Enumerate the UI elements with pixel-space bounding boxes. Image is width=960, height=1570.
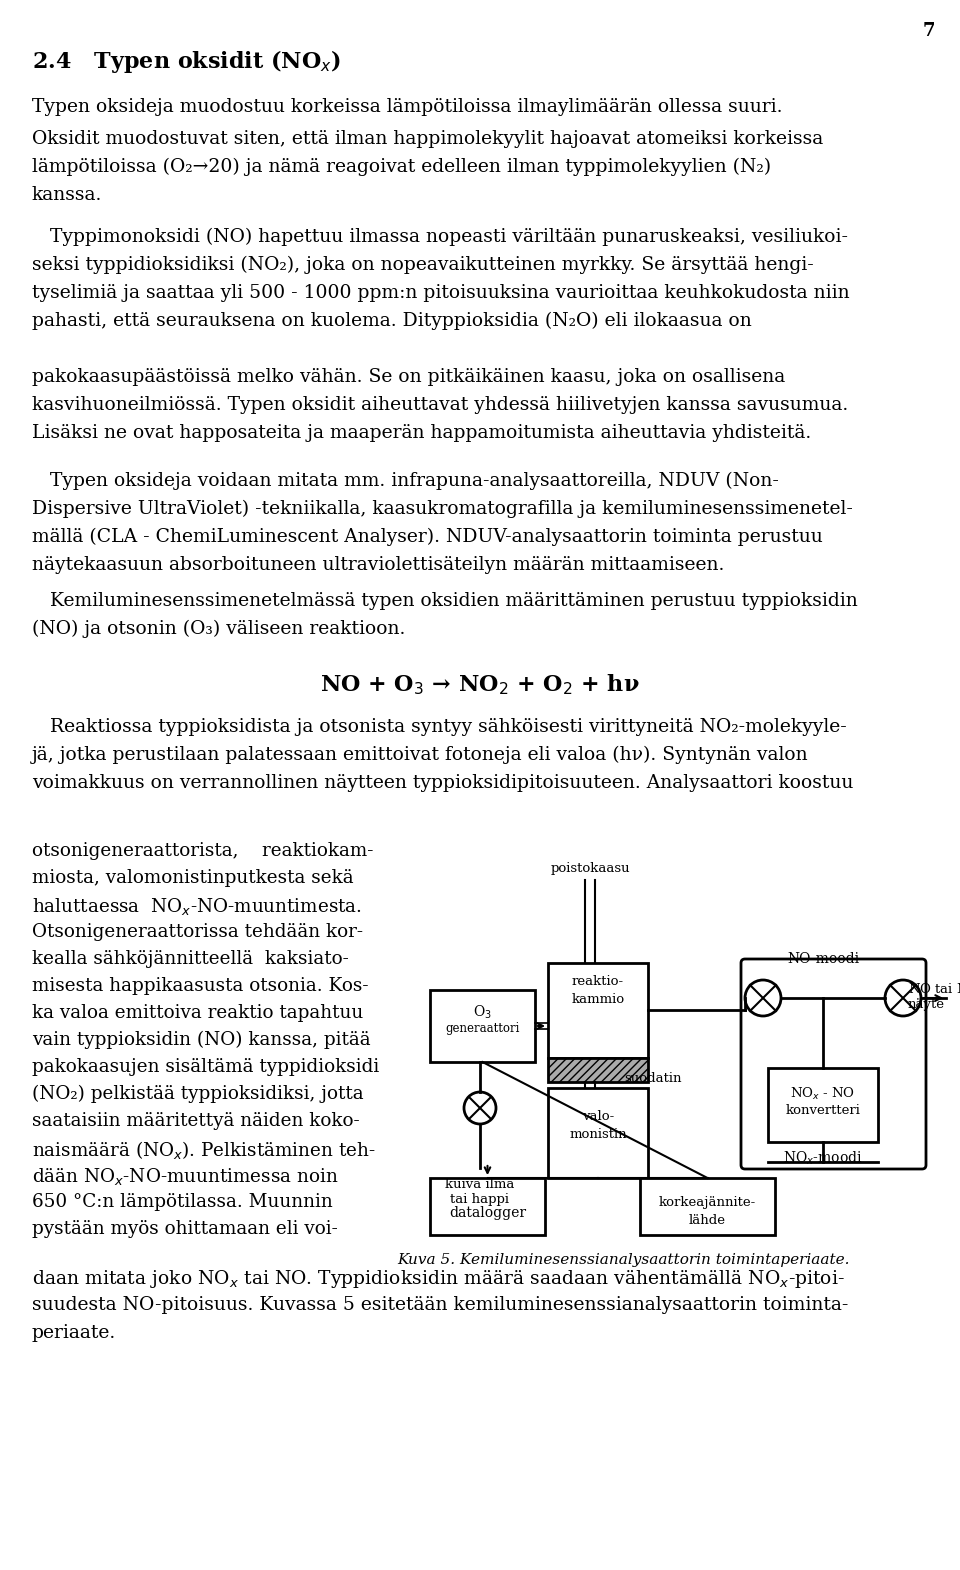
- Text: korkeajännite-: korkeajännite-: [659, 1196, 756, 1209]
- Text: näyte: näyte: [908, 999, 945, 1011]
- Text: 7: 7: [923, 22, 935, 39]
- Text: misesta happikaasusta otsonia. Kos-: misesta happikaasusta otsonia. Kos-: [32, 977, 369, 995]
- Text: O$_3$: O$_3$: [473, 1003, 492, 1022]
- Text: Reaktiossa typpioksidista ja otsonista syntyy sähköisesti virittyneitä NO₂-molek: Reaktiossa typpioksidista ja otsonista s…: [32, 717, 847, 736]
- Bar: [430, 1178, 545, 1236]
- Text: saataisiin määritettyä näiden koko-: saataisiin määritettyä näiden koko-: [32, 1112, 360, 1130]
- Text: reaktio-: reaktio-: [572, 975, 624, 988]
- Text: tyselimiä ja saattaa yli 500 - 1000 ppm:n pitoisuuksina vaurioittaa keuhkokudost: tyselimiä ja saattaa yli 500 - 1000 ppm:…: [32, 284, 850, 301]
- Text: kuiva ilma: kuiva ilma: [445, 1178, 515, 1192]
- Text: pahasti, että seurauksena on kuolema. Dityppioksidia (N₂O) eli ilokaasua on: pahasti, että seurauksena on kuolema. Di…: [32, 312, 752, 330]
- Text: monistin: monistin: [569, 1127, 627, 1141]
- Text: generaattori: generaattori: [445, 1022, 519, 1035]
- Bar: [548, 1058, 648, 1082]
- Text: lämpötiloissa (O₂→20) ja nämä reagoivat edelleen ilman typpimolekyylien (N₂): lämpötiloissa (O₂→20) ja nämä reagoivat …: [32, 159, 771, 176]
- Text: vain typpioksidin (NO) kanssa, pitää: vain typpioksidin (NO) kanssa, pitää: [32, 1031, 371, 1049]
- Text: periaate.: periaate.: [32, 1324, 116, 1342]
- Text: Typpimonoksidi (NO) hapettuu ilmassa nopeasti väriltään punaruskeaksi, vesiliuko: Typpimonoksidi (NO) hapettuu ilmassa nop…: [32, 228, 848, 246]
- Text: lähde: lähde: [689, 1214, 726, 1228]
- Text: voimakkuus on verrannollinen näytteen typpioksidipitoisuuteen. Analysaattori koo: voimakkuus on verrannollinen näytteen ty…: [32, 774, 853, 791]
- Text: kammio: kammio: [571, 992, 625, 1006]
- Text: haluttaessa  NO$_x$-NO-muuntimesta.: haluttaessa NO$_x$-NO-muuntimesta.: [32, 896, 362, 917]
- Text: Typen oksideja voidaan mitata mm. infrapuna-analysaattoreilla, NDUV (Non-: Typen oksideja voidaan mitata mm. infrap…: [32, 473, 779, 490]
- Text: mällä (CLA - ChemiLuminescent Analyser). NDUV-analysaattorin toiminta perustuu: mällä (CLA - ChemiLuminescent Analyser).…: [32, 528, 823, 546]
- Text: Lisäksi ne ovat happosateita ja maaperän happamoitumista aiheuttavia yhdisteitä.: Lisäksi ne ovat happosateita ja maaperän…: [32, 424, 811, 443]
- Text: poistokaasu: poistokaasu: [550, 862, 630, 874]
- Text: kanssa.: kanssa.: [32, 185, 103, 204]
- Bar: [640, 1178, 775, 1236]
- Text: kasvihuoneilmiössä. Typen oksidit aiheuttavat yhdessä hiilivetyjen kanssa savusu: kasvihuoneilmiössä. Typen oksidit aiheut…: [32, 396, 849, 414]
- Text: NO + O$_3$ → NO$_2$ + O$_2$ + hν: NO + O$_3$ → NO$_2$ + O$_2$ + hν: [321, 672, 639, 697]
- Text: konvertteri: konvertteri: [785, 1104, 860, 1116]
- Text: valo-: valo-: [582, 1110, 614, 1123]
- Text: jä, jotka perustilaan palatessaan emittoivat fotoneja eli valoa (hν). Syntynän v: jä, jotka perustilaan palatessaan emitto…: [32, 746, 808, 765]
- Text: Kemiluminesenssimenetelmässä typen oksidien määrittäminen perustuu typpioksidin: Kemiluminesenssimenetelmässä typen oksid…: [32, 592, 857, 611]
- Text: pystään myös ohittamaan eli voi-: pystään myös ohittamaan eli voi-: [32, 1220, 338, 1239]
- Text: NO$_x$-moodi: NO$_x$-moodi: [783, 1149, 863, 1168]
- Text: Otsonigeneraattorissa tehdään kor-: Otsonigeneraattorissa tehdään kor-: [32, 923, 363, 940]
- Text: Kuva 5. Kemiluminesenssianalysaattorin toimintaperiaate.: Kuva 5. Kemiluminesenssianalysaattorin t…: [397, 1253, 850, 1267]
- Text: kealla sähköjännitteellä  kaksiato-: kealla sähköjännitteellä kaksiato-: [32, 950, 348, 969]
- Text: daan mitata joko NO$_x$ tai NO. Typpidioksidin määrä saadaan vähentämällä NO$_x$: daan mitata joko NO$_x$ tai NO. Typpidio…: [32, 1269, 845, 1291]
- Text: dään NO$_x$-NO-muuntimessa noin: dään NO$_x$-NO-muuntimessa noin: [32, 1167, 339, 1187]
- Bar: [430, 991, 535, 1061]
- Text: ka valoa emittoiva reaktio tapahtuu: ka valoa emittoiva reaktio tapahtuu: [32, 1003, 363, 1022]
- Text: miosta, valomonistinputkesta sekä: miosta, valomonistinputkesta sekä: [32, 870, 353, 887]
- Text: näytekaasuun absorboituneen ultraviolettisäteilyn määrän mittaamiseen.: näytekaasuun absorboituneen ultraviolett…: [32, 556, 725, 575]
- Bar: [548, 962, 648, 1058]
- Text: naismäärä (NO$_x$). Pelkistäminen teh-: naismäärä (NO$_x$). Pelkistäminen teh-: [32, 1138, 375, 1160]
- Text: Oksidit muodostuvat siten, että ilman happimolekyylit hajoavat atomeiksi korkeis: Oksidit muodostuvat siten, että ilman ha…: [32, 130, 824, 148]
- Text: 650 °C:n lämpötilassa. Muunnin: 650 °C:n lämpötilassa. Muunnin: [32, 1193, 333, 1210]
- Text: suudesta NO-pitoisuus. Kuvassa 5 esitetään kemiluminesenssianalysaattorin toimin: suudesta NO-pitoisuus. Kuvassa 5 esitetä…: [32, 1295, 849, 1314]
- Text: (NO) ja otsonin (O₃) väliseen reaktioon.: (NO) ja otsonin (O₃) väliseen reaktioon.: [32, 620, 405, 639]
- Text: Typen oksideja muodostuu korkeissa lämpötiloissa ilmaylimäärän ollessa suuri.: Typen oksideja muodostuu korkeissa lämpö…: [32, 97, 782, 116]
- Text: (NO₂) pelkistää typpioksidiksi, jotta: (NO₂) pelkistää typpioksidiksi, jotta: [32, 1085, 364, 1104]
- Text: 2.4   Typen oksidit (NO$_x$): 2.4 Typen oksidit (NO$_x$): [32, 49, 341, 75]
- Text: NO$_x$ - NO: NO$_x$ - NO: [790, 1086, 855, 1102]
- Text: pakokaasujen sisältämä typpidioksidi: pakokaasujen sisältämä typpidioksidi: [32, 1058, 379, 1075]
- Text: NO tai NO$_x$: NO tai NO$_x$: [908, 981, 960, 999]
- Text: otsonigeneraattorista,    reaktiokam-: otsonigeneraattorista, reaktiokam-: [32, 842, 373, 860]
- Text: Dispersive UltraViolet) -tekniikalla, kaasukromatografilla ja kemiluminesenssime: Dispersive UltraViolet) -tekniikalla, ka…: [32, 499, 852, 518]
- Text: tai happi: tai happi: [450, 1193, 510, 1206]
- Text: datalogger: datalogger: [449, 1206, 526, 1220]
- Text: seksi typpidioksidiksi (NO₂), joka on nopeavaikutteinen myrkky. Se ärsyttää heng: seksi typpidioksidiksi (NO₂), joka on no…: [32, 256, 814, 275]
- Text: suodatin: suodatin: [624, 1072, 682, 1085]
- Bar: [548, 1088, 648, 1178]
- Bar: [768, 1068, 878, 1141]
- Text: NO-moodi: NO-moodi: [787, 951, 859, 966]
- Text: pakokaasupäästöissä melko vähän. Se on pitkäikäinen kaasu, joka on osallisena: pakokaasupäästöissä melko vähän. Se on p…: [32, 367, 785, 386]
